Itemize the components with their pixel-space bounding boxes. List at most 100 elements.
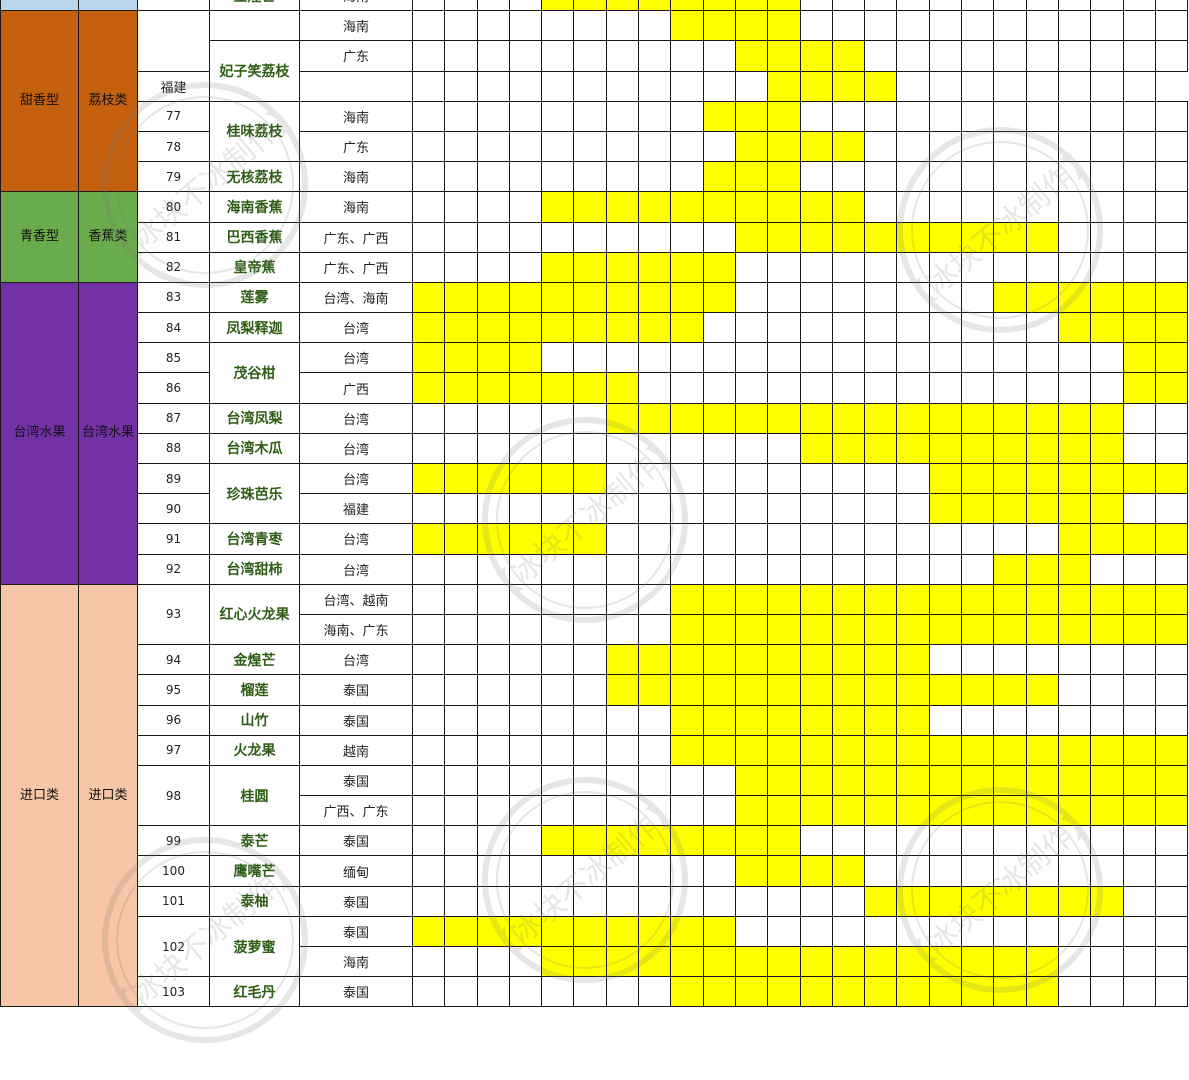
- season-cell: [573, 0, 607, 12]
- season-cell: [928, 40, 963, 72]
- season-cell: [638, 191, 672, 223]
- table-row: 89 珍珠芭乐 台湾: [1, 462, 1189, 525]
- season-cell: [411, 644, 446, 676]
- season-cell: [896, 372, 930, 404]
- origin-cell: 福建: [299, 493, 413, 525]
- season-cell: [605, 795, 640, 827]
- season-cell: [896, 402, 930, 434]
- season-cell: [702, 644, 736, 676]
- season-cell: [573, 130, 607, 163]
- season-cell: [767, 130, 801, 163]
- season-cell: [928, 432, 963, 465]
- season-cell: [573, 553, 607, 585]
- season-cell: [1025, 130, 1059, 163]
- season-cell: [702, 583, 736, 615]
- season-cell: [799, 130, 833, 163]
- season-cell: [1057, 583, 1092, 615]
- season-cell: [638, 885, 672, 917]
- season-cell: [411, 704, 446, 736]
- season-cell: [1090, 342, 1124, 374]
- season-cell: [638, 281, 672, 314]
- fruit-name-cell: 珍珠芭乐: [209, 462, 300, 525]
- season-cell: [767, 734, 801, 766]
- season-cell: [1090, 462, 1124, 495]
- season-cell: [670, 191, 704, 223]
- season-cell: [476, 644, 510, 676]
- season-cell: [1122, 130, 1156, 163]
- season-cell: [928, 130, 963, 163]
- season-cell: [799, 161, 833, 193]
- season-cell: [1025, 10, 1059, 42]
- season-cell: [1057, 70, 1092, 102]
- season-cell: [1154, 674, 1189, 706]
- season-cell: [767, 704, 801, 736]
- season-cell: [993, 644, 1027, 676]
- season-cell: [864, 281, 898, 314]
- season-cell: [799, 221, 833, 253]
- season-cell: [508, 100, 543, 132]
- season-cell: [541, 0, 575, 12]
- season-cell: [411, 915, 446, 948]
- season-cell: [541, 885, 575, 917]
- season-cell: [411, 855, 446, 887]
- season-cell: [831, 795, 866, 827]
- season-cell: [476, 583, 510, 615]
- season-cell: [961, 70, 995, 102]
- season-cell: [961, 553, 995, 585]
- row-number-cell: 103: [137, 976, 210, 1008]
- season-cell: [476, 432, 510, 465]
- season-cell: [573, 100, 607, 132]
- season-cell: [476, 342, 510, 374]
- origin-cell: 台湾: [299, 644, 413, 676]
- season-cell: [1122, 674, 1156, 706]
- season-cell: [734, 221, 769, 253]
- origin-cell: 泰国: [299, 885, 413, 917]
- table-row: 84 凤梨释迦 台湾: [1, 312, 1189, 344]
- season-cell: [1154, 885, 1189, 917]
- season-cell: [993, 0, 1027, 12]
- season-cell: [864, 40, 898, 72]
- season-cell: [1090, 191, 1124, 223]
- season-cell: [605, 915, 640, 948]
- season-cell: [605, 281, 640, 314]
- season-cell: [605, 734, 640, 766]
- season-cell: [1090, 251, 1124, 283]
- fruit-name-cell: 台湾甜柿: [209, 553, 300, 585]
- season-cell: [799, 100, 833, 132]
- season-cell: [1122, 0, 1156, 12]
- season-cell: [928, 161, 963, 193]
- season-cell: [1090, 0, 1124, 12]
- season-cell: [734, 764, 769, 797]
- row-number-cell: 101: [137, 885, 210, 917]
- season-cell: [831, 644, 866, 676]
- season-cell: [767, 915, 801, 948]
- season-cell: [831, 704, 866, 736]
- season-cell: [638, 372, 672, 404]
- season-cell: [767, 221, 801, 253]
- origin-cell: 泰国: [299, 976, 413, 1008]
- origin-cell: 海南、广东: [299, 613, 413, 646]
- table-row: 福建: [1, 70, 1188, 102]
- season-cell: [1090, 130, 1124, 163]
- row-number-cell: 100: [137, 855, 210, 887]
- season-cell: [896, 191, 930, 223]
- season-cell: [799, 915, 833, 948]
- season-cell: [670, 523, 704, 555]
- season-cell: [993, 795, 1027, 827]
- season-cell: [799, 432, 833, 465]
- season-cell: [1154, 221, 1189, 253]
- season-cell: [508, 674, 543, 706]
- season-cell: [1122, 553, 1156, 585]
- season-cell: [799, 734, 833, 766]
- season-cell: [605, 372, 640, 404]
- season-cell: [1090, 825, 1124, 857]
- season-cell: [1057, 945, 1092, 978]
- season-cell: [702, 0, 736, 12]
- season-cell: [1154, 372, 1189, 404]
- season-cell: [638, 100, 672, 132]
- season-cell: [961, 825, 995, 857]
- fruit-name-cell: 台湾凤梨: [209, 402, 300, 434]
- season-cell: [508, 644, 543, 676]
- season-cell: [993, 704, 1027, 736]
- table-row: 91 台湾青枣 台湾: [1, 523, 1189, 555]
